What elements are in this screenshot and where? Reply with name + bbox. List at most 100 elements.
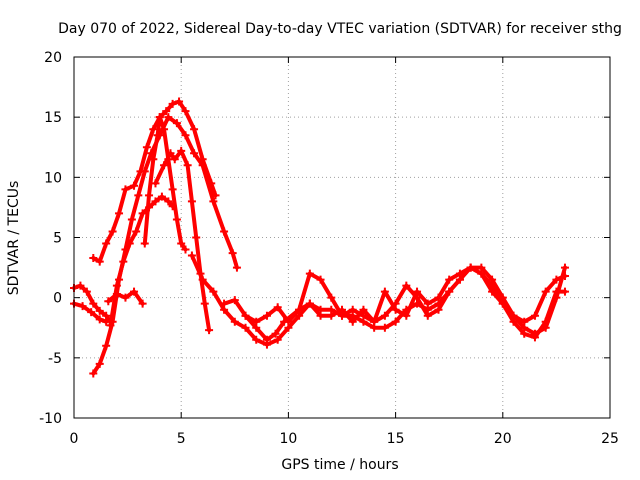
data-point: [262, 335, 271, 344]
data-point: [102, 317, 111, 326]
data-point: [552, 287, 561, 296]
data-point: [327, 293, 336, 302]
data-point: [162, 107, 171, 116]
data-point: [181, 131, 190, 140]
y-tick-label: 15: [44, 110, 62, 126]
data-point: [87, 308, 96, 317]
data-point: [391, 317, 400, 326]
data-point: [205, 326, 214, 335]
data-point: [560, 272, 569, 281]
data-point: [541, 317, 550, 326]
data-point: [241, 323, 250, 332]
data-point: [295, 305, 304, 314]
data-point: [177, 146, 186, 155]
data-point: [327, 305, 336, 314]
data-point: [402, 305, 411, 314]
data-point: [89, 299, 98, 308]
data-point: [241, 311, 250, 320]
data-point: [252, 317, 261, 326]
data-point: [198, 275, 207, 284]
data-point: [140, 239, 149, 248]
data-point: [305, 269, 314, 278]
x-axis-label: GPS time / hours: [281, 457, 398, 473]
x-tick-label: 25: [601, 431, 619, 447]
data-point: [155, 113, 164, 122]
data-point: [121, 185, 130, 194]
data-point: [273, 335, 282, 344]
data-point: [380, 323, 389, 332]
data-point: [209, 287, 218, 296]
data-point: [316, 305, 325, 314]
y-axis-label: SDTVAR / TECUs: [6, 181, 22, 296]
y-tick-label: 0: [53, 291, 62, 307]
data-point: [172, 215, 181, 224]
data-point: [102, 239, 111, 248]
plot-area: [70, 97, 569, 378]
data-point: [127, 215, 136, 224]
data-point: [140, 167, 149, 176]
data-point: [477, 269, 486, 278]
data-point: [348, 311, 357, 320]
data-point: [413, 287, 422, 296]
data-point: [104, 297, 113, 306]
data-point: [316, 275, 325, 284]
data-point: [89, 369, 98, 378]
data-point: [552, 275, 561, 284]
data-point: [498, 299, 507, 308]
series-line-track-11: [243, 265, 567, 330]
data-point: [187, 197, 196, 206]
data-point: [172, 119, 181, 128]
data-point: [509, 311, 518, 320]
data-point: [423, 305, 432, 314]
data-point: [305, 299, 314, 308]
data-point: [181, 107, 190, 116]
data-point: [151, 179, 160, 188]
data-point: [132, 227, 141, 236]
data-point: [445, 275, 454, 284]
data-point: [130, 181, 139, 190]
grid-lines: [74, 57, 610, 418]
chart-title: Day 070 of 2022, Sidereal Day-to-day VTE…: [58, 21, 622, 37]
data-point: [445, 287, 454, 296]
series-line-track-2: [91, 115, 239, 376]
data-point: [560, 287, 569, 296]
data-point: [125, 239, 134, 248]
data-point: [198, 161, 207, 170]
data-point: [119, 257, 128, 266]
data-point: [520, 317, 529, 326]
data-point: [252, 335, 261, 344]
data-point: [359, 317, 368, 326]
data-point: [262, 311, 271, 320]
data-point: [138, 299, 147, 308]
data-point: [78, 302, 87, 311]
data-point: [145, 191, 154, 200]
data-point: [95, 306, 104, 315]
data-point: [488, 287, 497, 296]
data-point: [164, 197, 173, 206]
data-point: [157, 192, 166, 201]
data-point: [187, 251, 196, 260]
data-point: [166, 149, 175, 158]
data-point: [168, 99, 177, 108]
data-point: [164, 113, 173, 122]
data-point: [95, 257, 104, 266]
y-tick-label: 20: [44, 50, 62, 66]
data-point: [190, 125, 199, 134]
data-point: [200, 299, 209, 308]
data-point: [134, 191, 143, 200]
data-point: [455, 275, 464, 284]
plot-frame: [73, 56, 611, 419]
data-point: [560, 263, 569, 272]
data-point: [76, 281, 85, 290]
data-point: [466, 263, 475, 272]
data-point: [228, 249, 237, 258]
data-point: [230, 317, 239, 326]
data-point: [95, 359, 104, 368]
data-point: [434, 299, 443, 308]
data-point: [112, 290, 121, 299]
data-point: [160, 125, 169, 134]
data-point: [220, 299, 229, 308]
data-point: [190, 149, 199, 158]
y-tick-label: 10: [44, 170, 62, 186]
